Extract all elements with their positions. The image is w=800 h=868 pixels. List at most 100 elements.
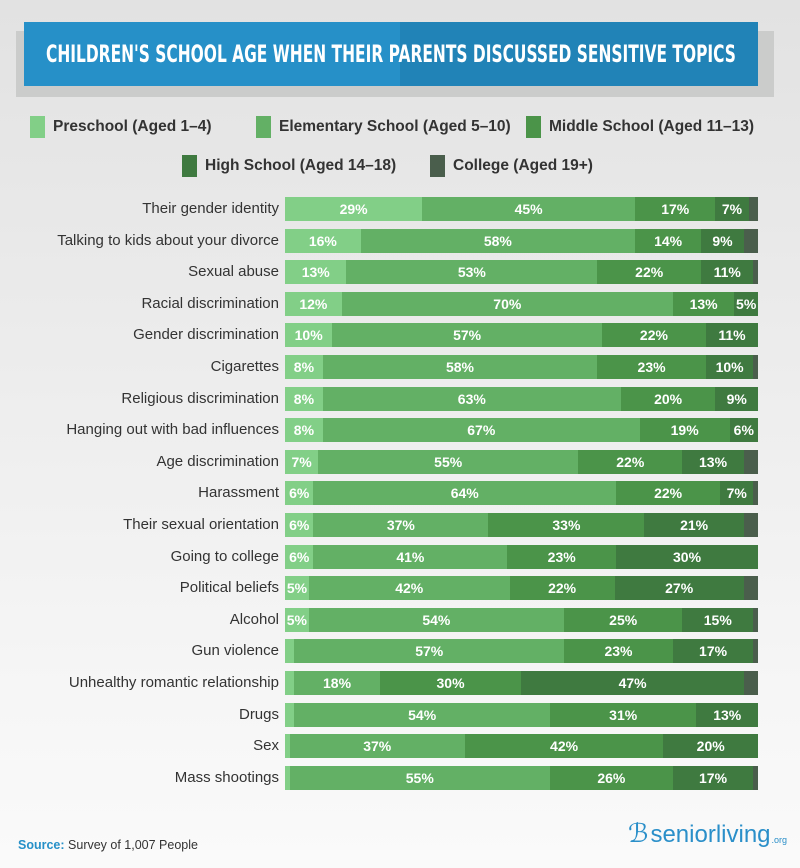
bar-segment: 58% <box>360 228 635 253</box>
legend-swatch <box>430 155 445 177</box>
bar-segment <box>285 671 295 695</box>
legend-label: College (Aged 19+) <box>453 157 593 174</box>
legend-item: Middle School (Aged 11–13) <box>526 116 754 138</box>
bar-segment: 26% <box>549 765 673 790</box>
category-label: Sex <box>253 737 279 755</box>
bar-segment: 29% <box>285 197 423 221</box>
category-label: Cigarettes <box>210 358 279 375</box>
title-banner-right <box>400 22 758 86</box>
bar-segment: 23% <box>507 544 617 569</box>
bar-segment <box>748 197 758 221</box>
source-label: Source: <box>18 838 65 852</box>
bar-segment: 57% <box>294 639 565 664</box>
bar-segment: 22% <box>616 481 721 506</box>
bar-segment: 12% <box>285 291 342 316</box>
category-label: Drugs <box>238 705 279 723</box>
logo-suffix: .org <box>771 835 788 845</box>
bar-segment: 54% <box>308 607 565 632</box>
category-label: Political beliefs <box>179 579 279 597</box>
bar-segment: 67% <box>322 418 640 443</box>
bar-segment <box>285 765 290 790</box>
bar-segment: 8% <box>285 386 323 411</box>
source-text: Survey of 1,007 People <box>68 838 198 852</box>
bar-segment: 37% <box>289 734 465 759</box>
bar-segment: 8% <box>285 355 323 379</box>
bar-segment: 7% <box>715 197 749 221</box>
bar-segment <box>753 607 758 632</box>
category-label: Gun violence <box>191 642 279 660</box>
stacked-bar: 13% 53% 22% 11% <box>285 260 758 285</box>
category-label: Going to college <box>170 547 279 565</box>
bar-segment: 9% <box>701 228 744 253</box>
logo-text: seniorliving <box>650 821 771 848</box>
bar-segment <box>753 765 758 790</box>
bar-segment: 53% <box>346 260 598 285</box>
bar-segment: 63% <box>322 386 621 411</box>
bar-segment: 18% <box>294 671 380 695</box>
bar-segment: 27% <box>614 576 744 601</box>
bar-segment <box>285 702 295 727</box>
category-label: Hanging out with bad influences <box>66 421 279 439</box>
category-label: Religious discrimination <box>121 389 279 407</box>
bar-segment: 5% <box>285 607 309 632</box>
bar-segment <box>753 481 758 506</box>
bar-segment: 23% <box>597 355 706 379</box>
bar-segment <box>753 639 758 664</box>
bar-segment: 11% <box>705 323 758 348</box>
bar-segment: 33% <box>488 513 645 537</box>
category-label: Gender discrimination <box>133 326 279 344</box>
stacked-bar: 54% 31% 13% <box>285 702 758 727</box>
bar-segment: 55% <box>289 765 550 790</box>
bar-segment: 17% <box>672 765 754 790</box>
bar-segment: 7% <box>720 481 754 506</box>
bar-segment <box>743 513 758 537</box>
logo-icon: ℬ <box>628 818 649 848</box>
stacked-bar: 10% 57% 22% 11% <box>285 323 758 348</box>
stacked-bar: 6% 37% 33% 21% <box>285 513 758 537</box>
stacked-bar: 12% 70% 13% 5% <box>285 291 758 316</box>
legend-item: Preschool (Aged 1–4) <box>30 116 212 138</box>
bar-segment: 7% <box>285 449 319 474</box>
stacked-bar: 29% 45% 17% 7% <box>285 197 758 221</box>
legend-swatch <box>256 116 271 138</box>
bar-segment <box>753 355 758 379</box>
category-label: Talking to kids about your divorce <box>57 231 279 249</box>
bar-segment: 41% <box>313 544 508 569</box>
stacked-bar: 5% 42% 22% 27% <box>285 576 758 601</box>
legend-label: High School (Aged 14–18) <box>205 157 397 174</box>
category-label: Sexual abuse <box>188 263 279 281</box>
bar-segment: 5% <box>285 576 309 601</box>
bar-segment: 22% <box>601 323 706 348</box>
bar-segment: 25% <box>564 607 683 632</box>
category-label: Age discrimination <box>156 452 279 470</box>
bar-segment: 14% <box>635 228 702 253</box>
bar-segment: 42% <box>308 576 510 601</box>
bar-segment: 23% <box>564 639 673 664</box>
bar-segment: 22% <box>578 449 683 474</box>
legend-swatch <box>30 116 45 138</box>
bar-segment: 16% <box>285 228 361 253</box>
category-label: Alcohol <box>229 610 279 628</box>
bar-segment: 20% <box>620 386 716 411</box>
bar-segment: 13% <box>696 702 758 727</box>
bar-segment <box>285 639 295 664</box>
bar-segment: 55% <box>318 449 579 474</box>
stacked-bar: 18% 30% 47% <box>285 671 758 695</box>
bar-segment: 20% <box>663 734 758 759</box>
stacked-bar: 8% 67% 19% 6% <box>285 418 758 443</box>
bar-segment: 19% <box>639 418 730 443</box>
bar-segment: 58% <box>322 355 598 379</box>
bar-segment: 11% <box>701 260 754 285</box>
legend-item: College (Aged 19+) <box>430 155 593 177</box>
bar-segment: 22% <box>597 260 702 285</box>
bar-segment: 22% <box>509 576 615 601</box>
bar-segment: 13% <box>682 449 744 474</box>
stacked-bar: 16% 58% 14% 9% <box>285 228 758 253</box>
legend-label: Preschool (Aged 1–4) <box>53 118 212 135</box>
stacked-bar: 6% 41% 23% 30% <box>285 544 758 569</box>
bar-segment: 6% <box>285 481 314 506</box>
title-container: CHILDREN'S SCHOOL AGE WHEN THEIR PARENTS… <box>24 22 758 86</box>
bar-segment: 6% <box>729 418 758 443</box>
bar-segment: 10% <box>285 323 333 348</box>
bar-segment: 9% <box>715 386 758 411</box>
